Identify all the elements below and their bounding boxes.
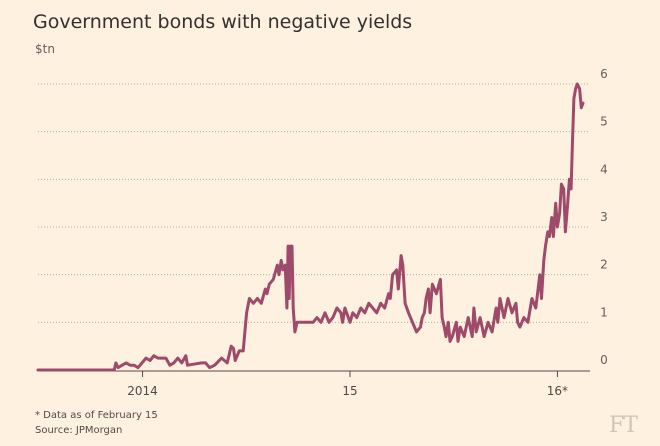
x-tick-label: 16*: [547, 384, 568, 398]
y-tick-label: 2: [600, 258, 608, 272]
footnote-data-date: * Data as of February 15: [35, 410, 158, 421]
y-axis-ticks: 0 1 2 3 4 5 6: [600, 67, 608, 367]
line-chart: 0 1 2 3 4 5 6 2014 15 16*: [36, 67, 608, 398]
chart-grid: [38, 83, 590, 323]
series-line: [36, 82, 585, 372]
x-tick-label: 2014: [127, 384, 158, 398]
y-tick-label: 5: [600, 115, 608, 129]
unit-label: $tn: [35, 42, 55, 56]
x-tick-label: 15: [342, 384, 357, 398]
x-axis: 2014 15 16*: [38, 370, 590, 398]
y-tick-label: 3: [600, 210, 608, 224]
y-tick-label: 1: [600, 305, 608, 319]
chart-title: Government bonds with negative yields: [33, 11, 413, 33]
y-tick-label: 6: [600, 67, 608, 81]
y-tick-label: 4: [600, 162, 608, 176]
series-group: [36, 82, 585, 372]
ft-logo: FT: [609, 413, 638, 438]
y-tick-label: 0: [600, 353, 608, 367]
footnote-source: Source: JPMorgan: [35, 425, 123, 436]
